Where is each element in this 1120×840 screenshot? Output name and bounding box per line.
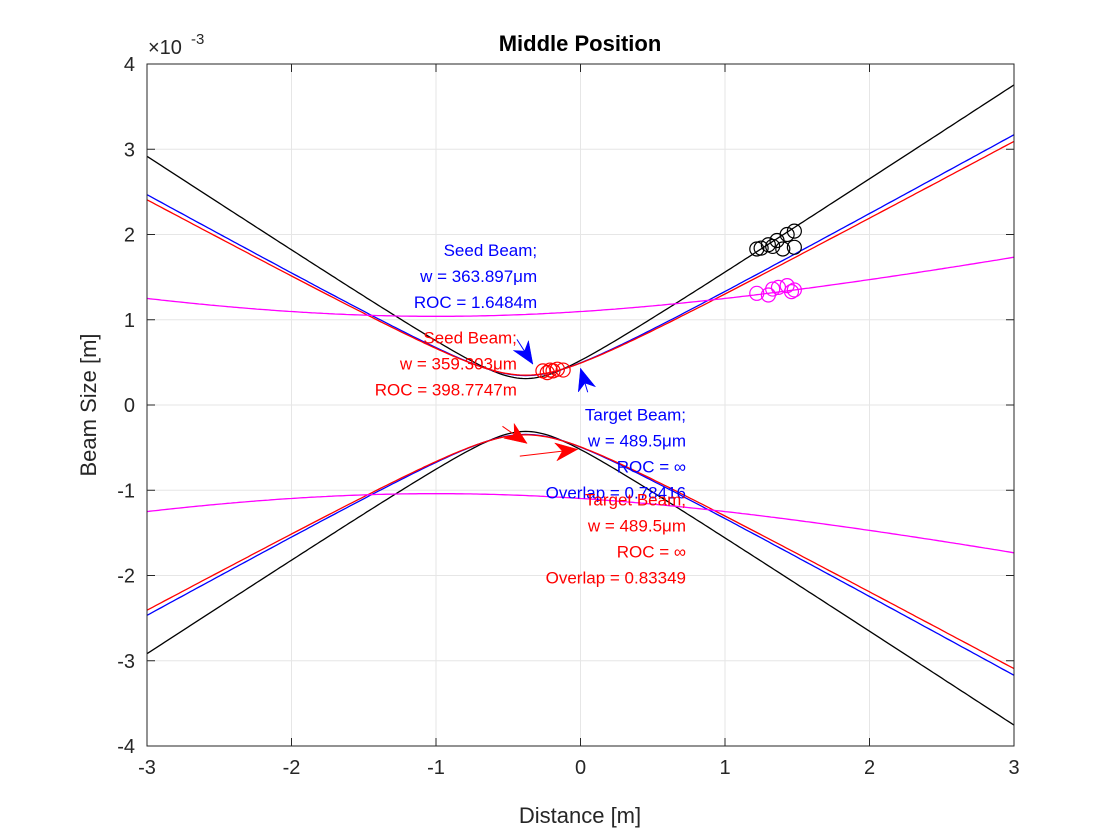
marker-point xyxy=(786,282,802,298)
y-axis-label: Beam Size [m] xyxy=(76,333,101,476)
beam-curve-upper xyxy=(147,256,1014,317)
x-tick-label: -1 xyxy=(427,757,445,779)
annotations: Seed Beam; w = 363.897μm ROC = 1.6484m Seed… xyxy=(375,241,686,588)
marker-point xyxy=(775,241,791,257)
beam-curve-lower xyxy=(147,493,1014,554)
annotation-line: ROC = 1.6484m xyxy=(414,293,537,312)
beam-curves xyxy=(147,84,1014,726)
x-tick-label: -3 xyxy=(138,757,156,779)
x-tick-label: 2 xyxy=(864,757,875,779)
beam-curve-lower xyxy=(147,430,1014,726)
beam-curve-upper xyxy=(147,84,1014,380)
marker-point xyxy=(783,284,800,300)
y-tick-label: -3 xyxy=(117,651,135,673)
annotation-line: Seed Beam; xyxy=(423,329,517,348)
marker-point xyxy=(779,226,795,243)
annotation-line: w = 359.303μm xyxy=(399,355,517,374)
y-exponent-label: ×10 -3 xyxy=(148,31,204,59)
annotation-line: ROC = 398.7747m xyxy=(375,381,517,400)
arrow-head xyxy=(502,422,528,444)
x-axis-label: Distance [m] xyxy=(519,803,641,828)
marker-points xyxy=(535,223,802,381)
arrow-head xyxy=(512,339,534,365)
marker-point xyxy=(555,362,571,378)
marker-point xyxy=(765,281,781,297)
x-tick-label: -2 xyxy=(283,757,301,779)
arrow-head xyxy=(577,367,597,393)
marker-point xyxy=(749,285,765,301)
annotation-line: ROC = ∞ xyxy=(617,457,686,476)
annotation-line: w = 489.5μm xyxy=(587,431,686,450)
marker-point xyxy=(786,223,802,239)
x-tick-label: 3 xyxy=(1008,757,1019,779)
y-tick-label: -2 xyxy=(117,566,135,588)
y-tick-label: 1 xyxy=(124,310,135,332)
y-exponent-power: -3 xyxy=(191,31,204,48)
annotation-line: w = 489.5μm xyxy=(587,517,686,536)
annotation-line: Overlap = 0.78416 xyxy=(546,483,686,502)
x-tick-label: 0 xyxy=(575,757,586,779)
y-tick-label: 4 xyxy=(124,54,135,76)
arrow-head xyxy=(553,442,579,462)
marker-point xyxy=(539,365,555,381)
y-tick-label: -1 xyxy=(117,480,135,502)
marker-point xyxy=(549,361,565,377)
marker-point xyxy=(753,240,769,256)
y-exponent-base: ×10 xyxy=(148,37,182,59)
marker-point xyxy=(786,239,802,255)
x-tick-label: 1 xyxy=(719,757,730,779)
annotation-line: Overlap = 0.83349 xyxy=(546,569,686,588)
grid xyxy=(147,64,1014,746)
y-tick-label: 2 xyxy=(124,225,135,247)
y-tick-label: 3 xyxy=(124,139,135,161)
annotation-line: Target Beam; xyxy=(585,491,686,510)
annotation-line: Target Beam; xyxy=(585,405,686,424)
chart-title: Middle Position xyxy=(499,31,662,56)
y-tick-label: -4 xyxy=(117,736,135,758)
annotation-line: Seed Beam; xyxy=(444,241,538,260)
annotation-arrows xyxy=(502,339,597,462)
beam-curve-upper xyxy=(147,140,1014,376)
beam-curve-lower xyxy=(147,434,1014,670)
annotation-line: ROC = ∞ xyxy=(617,543,686,562)
y-tick-label: 0 xyxy=(124,395,135,417)
annotation-line: w = 363.897μm xyxy=(419,267,537,286)
